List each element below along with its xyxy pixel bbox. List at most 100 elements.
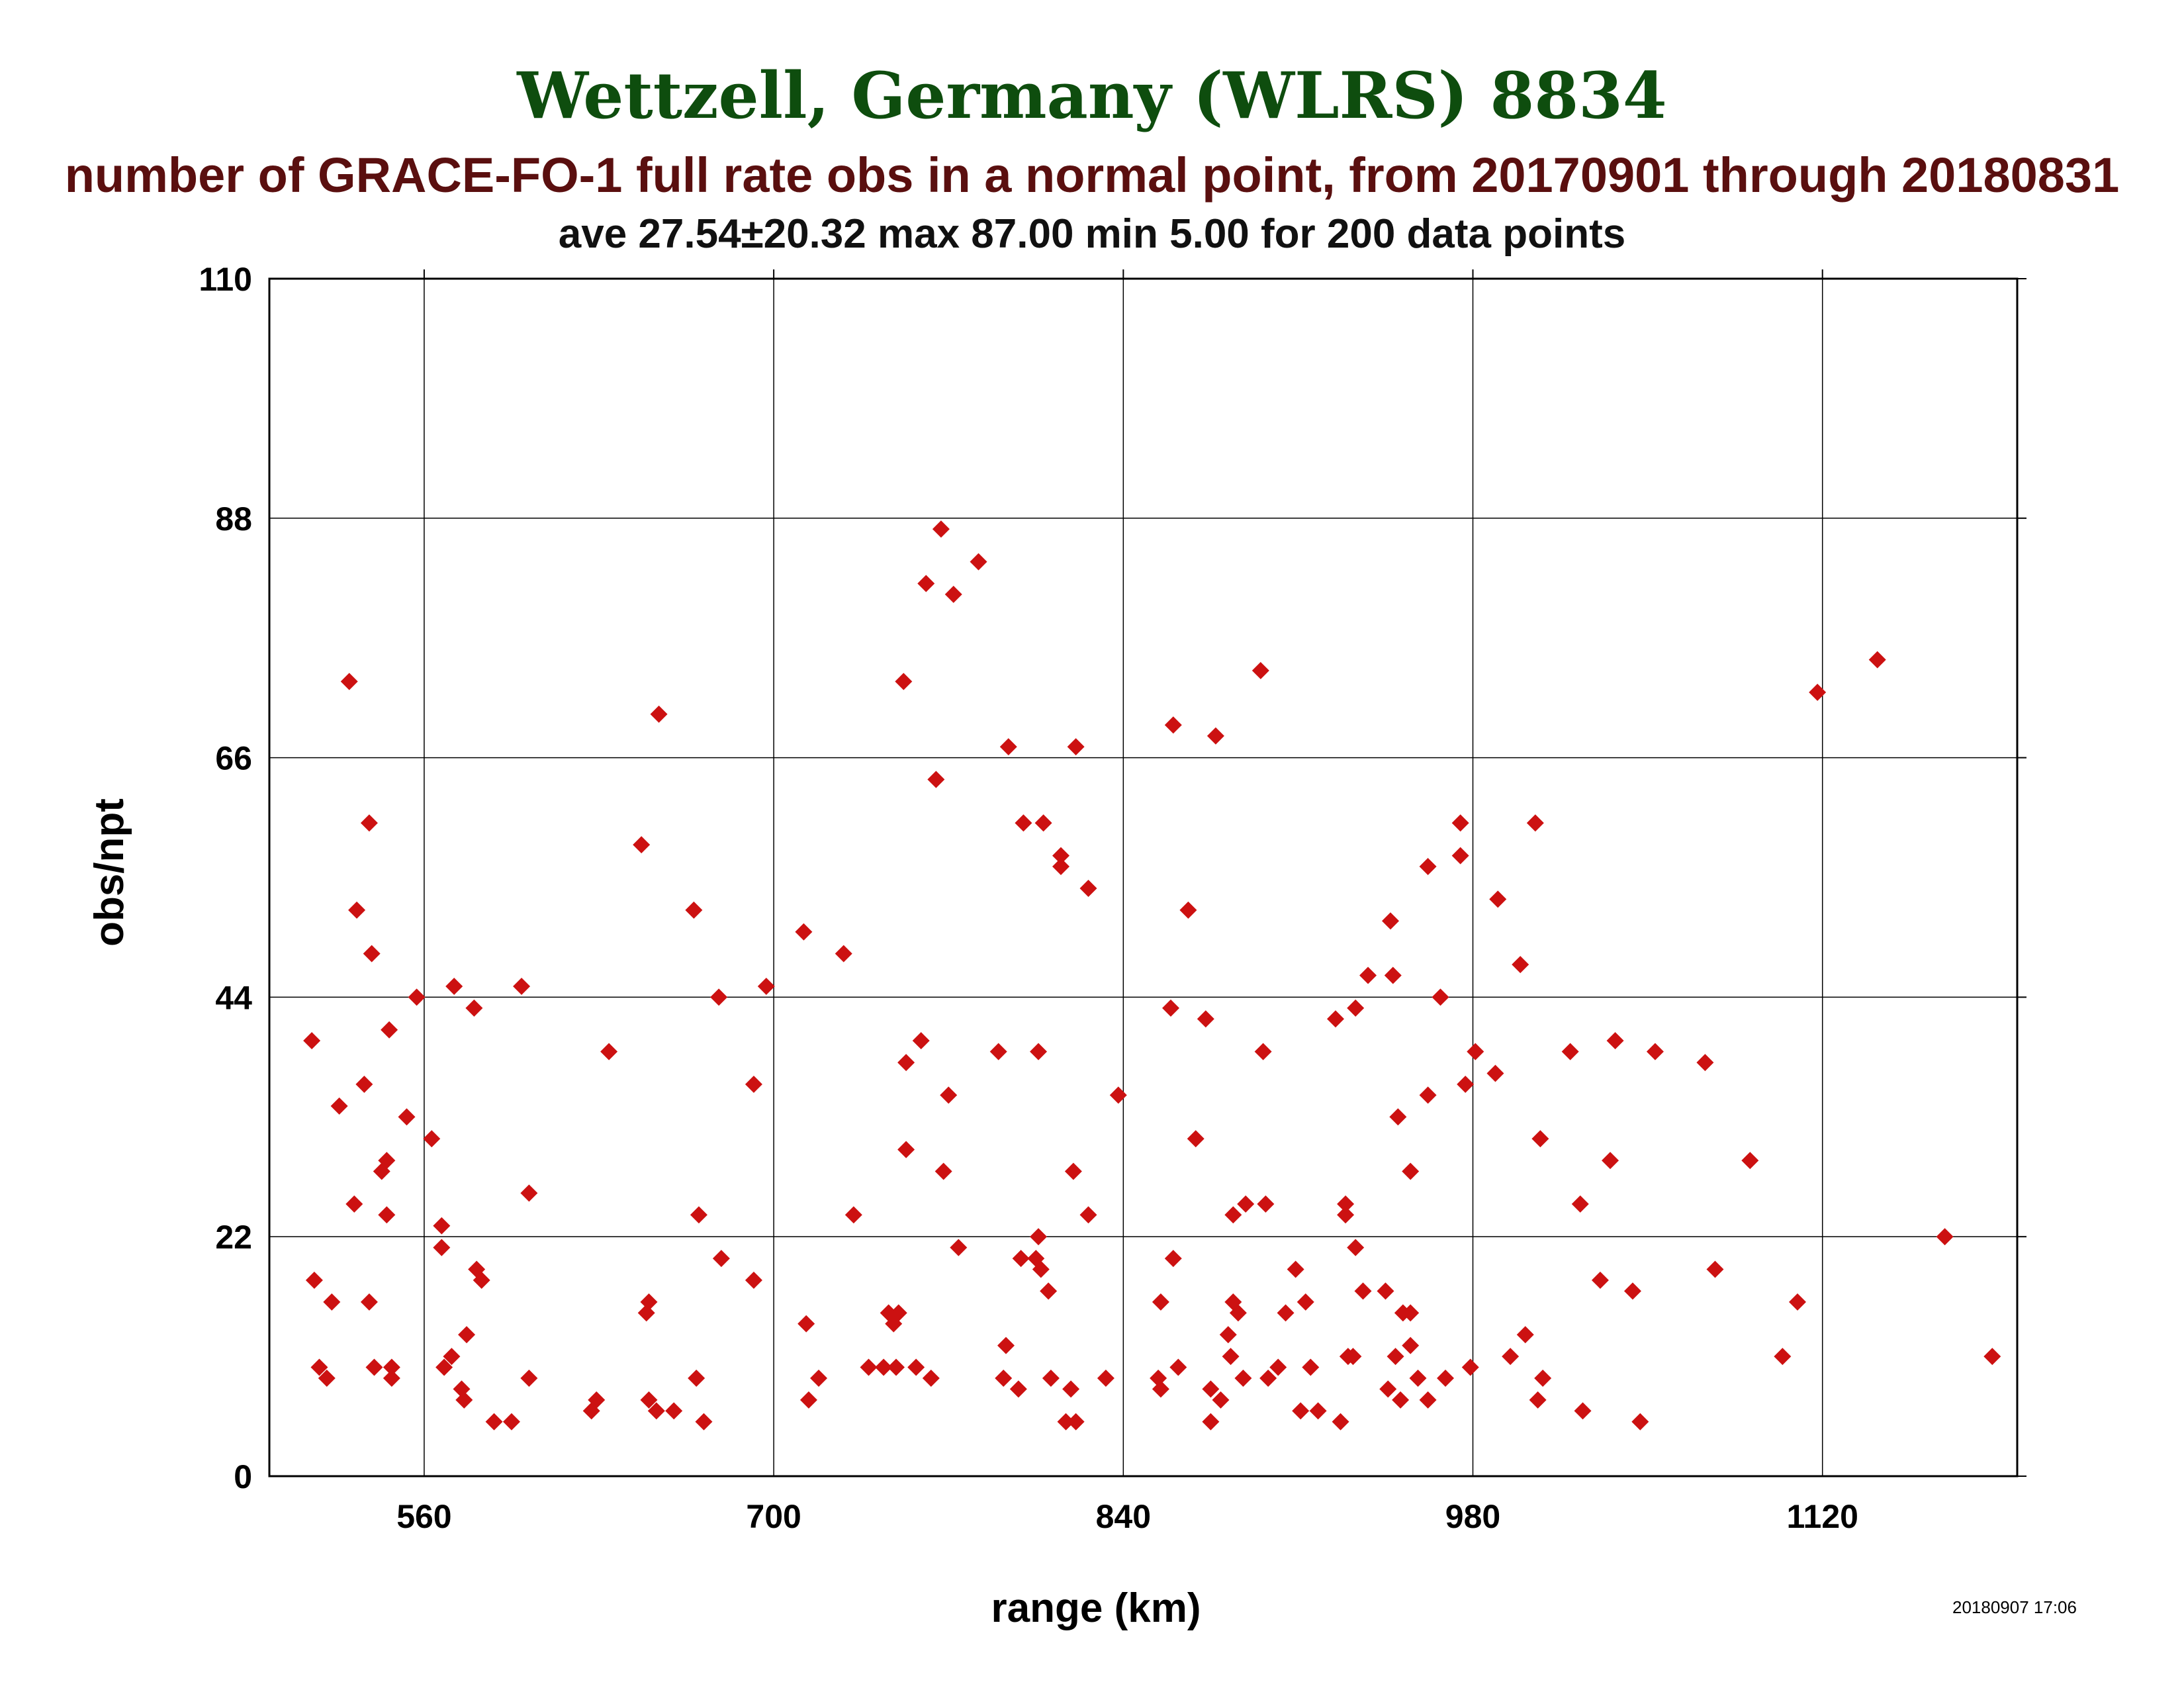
data-point <box>1251 662 1269 680</box>
data-point <box>360 1293 378 1311</box>
data-point <box>1287 1260 1304 1278</box>
data-point <box>1389 1108 1407 1126</box>
data-point <box>305 1271 323 1289</box>
data-point <box>1526 814 1544 832</box>
data-point <box>688 1369 705 1387</box>
data-point <box>1437 1369 1455 1387</box>
data-point <box>844 1206 862 1224</box>
data-point <box>1062 1380 1080 1398</box>
data-point <box>950 1239 968 1256</box>
data-point <box>1222 1348 1240 1366</box>
data-point <box>1057 1413 1075 1430</box>
data-point <box>640 1293 658 1311</box>
x-tick-label: 980 <box>1445 1498 1500 1535</box>
data-point <box>1419 1086 1437 1104</box>
data-point <box>318 1369 336 1387</box>
data-point <box>1229 1304 1247 1322</box>
data-point <box>1202 1413 1220 1430</box>
data-point <box>1097 1369 1115 1387</box>
data-point <box>1451 814 1469 832</box>
data-point <box>1187 1130 1205 1148</box>
data-point <box>1067 738 1085 756</box>
data-point <box>1164 1250 1182 1268</box>
chart-stats: ave 27.54±20.32 max 87.00 min 5.00 for 2… <box>558 211 1626 257</box>
y-tick-label: 0 <box>234 1458 252 1495</box>
data-point <box>1432 988 1449 1006</box>
data-point <box>1179 901 1197 919</box>
data-point <box>1332 1413 1349 1430</box>
data-point <box>1219 1326 1237 1344</box>
data-point <box>1512 956 1529 974</box>
data-point <box>323 1293 341 1311</box>
tick-labels: 0 22 44 66 88 110 560 700 840 980 1120 <box>199 261 1858 1535</box>
data-point <box>799 1391 817 1409</box>
data-point <box>330 1097 348 1115</box>
data-point <box>1623 1282 1641 1300</box>
x-tick-label: 1120 <box>1786 1498 1858 1535</box>
data-point <box>1169 1358 1187 1376</box>
data-point <box>835 945 852 962</box>
data-point <box>995 1369 1013 1387</box>
data-point <box>940 1086 958 1104</box>
data-point <box>745 1271 762 1289</box>
data-point <box>1382 912 1400 930</box>
data-point <box>520 1184 538 1202</box>
data-point <box>423 1130 441 1148</box>
data-point <box>600 1043 618 1060</box>
data-point <box>685 901 703 919</box>
data-point <box>712 1250 730 1268</box>
data-point <box>348 901 366 919</box>
data-point <box>1402 1162 1420 1180</box>
data-point <box>1012 1250 1030 1268</box>
y-tick-label: 66 <box>215 740 252 777</box>
data-point <box>1109 1086 1127 1104</box>
data-point <box>1302 1358 1320 1376</box>
data-point <box>1377 1282 1394 1300</box>
data-point <box>1257 1195 1275 1213</box>
data-point <box>989 1043 1007 1060</box>
x-tick-label: 700 <box>746 1498 801 1535</box>
data-point <box>1534 1369 1552 1387</box>
data-point <box>1212 1391 1230 1409</box>
data-point <box>1529 1391 1547 1409</box>
data-point <box>1606 1032 1624 1050</box>
data-point <box>383 1369 400 1387</box>
data-point <box>944 585 962 603</box>
data-point <box>1696 1054 1714 1072</box>
x-axis-label: range (km) <box>991 1585 1201 1631</box>
data-point <box>1384 966 1402 984</box>
data-point <box>1254 1043 1272 1060</box>
data-point <box>1164 716 1182 734</box>
data-point <box>588 1391 606 1409</box>
data-point <box>443 1348 461 1366</box>
data-point <box>1064 1162 1082 1180</box>
data-point <box>1152 1293 1169 1311</box>
y-tick-label: 22 <box>215 1219 252 1256</box>
y-tick-label: 88 <box>215 500 252 538</box>
data-point <box>1237 1195 1255 1213</box>
x-tick-label: 840 <box>1096 1498 1151 1535</box>
data-point <box>1788 1293 1806 1311</box>
data-point <box>1042 1369 1060 1387</box>
data-point <box>1419 858 1437 876</box>
data-point <box>1162 999 1180 1017</box>
data-point <box>1646 1043 1664 1060</box>
data-point <box>875 1358 893 1376</box>
data-point <box>408 988 426 1006</box>
data-point <box>912 1032 930 1050</box>
chart-subtitle: number of GRACE-FO-1 full rate obs in a … <box>64 148 2120 203</box>
data-point <box>1531 1130 1549 1148</box>
data-point <box>922 1369 940 1387</box>
data-point <box>1489 890 1507 908</box>
y-tick-label: 110 <box>199 261 252 298</box>
data-point <box>1015 814 1032 832</box>
data-point <box>473 1271 490 1289</box>
data-point <box>999 738 1017 756</box>
data-point <box>757 977 775 995</box>
x-tick-label: 560 <box>396 1498 451 1535</box>
data-point <box>1502 1348 1520 1366</box>
data-point <box>695 1413 713 1430</box>
data-point <box>917 575 935 592</box>
data-point <box>378 1152 396 1170</box>
data-point <box>633 836 651 854</box>
